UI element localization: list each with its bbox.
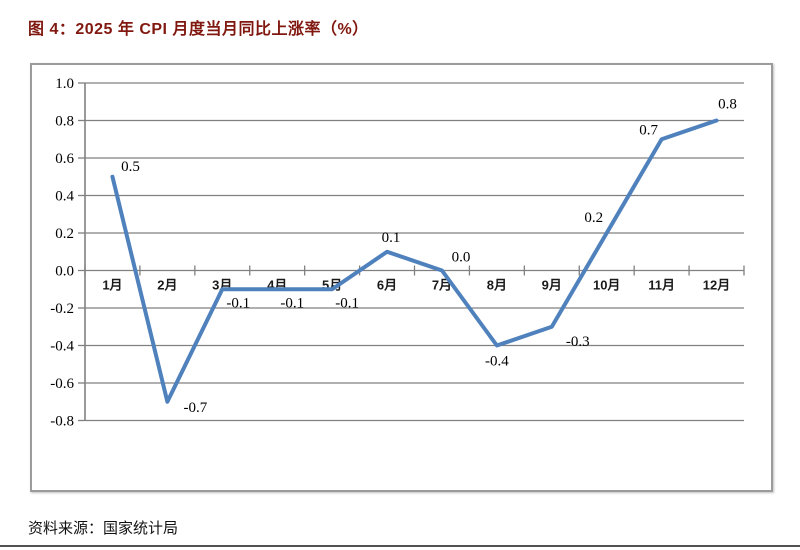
source-note: 资料来源：国家统计局 xyxy=(28,520,179,537)
y-axis-tick-label: -0.6 xyxy=(50,376,74,392)
y-axis-tick-label: 0.2 xyxy=(55,226,74,242)
y-axis-tick-label: -0.8 xyxy=(50,414,74,430)
x-axis-category-label: 1月 xyxy=(102,278,122,293)
cpi-series-line xyxy=(110,118,719,404)
x-axis-category-label: 6月 xyxy=(377,278,397,293)
x-axis-category-label: 9月 xyxy=(542,278,562,293)
cpi-line-chart-frame: 1.0 0.8 0.6 0.4 0.2 0.0 -0.2 -0.4 -0.6 -0.8 1月 2月 3月… xyxy=(30,63,773,492)
data-point-label: -0.1 xyxy=(335,295,359,311)
data-point-label: 0.5 xyxy=(121,159,140,175)
y-axis-tick-label: -0.2 xyxy=(50,301,74,317)
y-axis-tick-label: 1.0 xyxy=(55,76,74,92)
data-point-label: -0.1 xyxy=(280,295,304,311)
data-point-label: -0.1 xyxy=(226,295,250,311)
x-axis-category-label: 2月 xyxy=(157,278,177,293)
data-point-label: -0.3 xyxy=(566,334,590,350)
data-point-label: 0.7 xyxy=(639,122,658,138)
data-point-label: 0.8 xyxy=(718,97,737,113)
y-axis-tick-label: -0.4 xyxy=(50,339,74,355)
data-point-label: -0.7 xyxy=(184,400,208,416)
x-axis-category-label: 7月 xyxy=(432,278,452,293)
data-point-label: 0.1 xyxy=(382,230,401,246)
chart-title: 图 4：2025 年 CPI 月度当月同比上涨率（%） xyxy=(28,21,369,38)
data-point-label: 0.0 xyxy=(452,250,471,266)
data-point-label: 0.2 xyxy=(584,210,603,226)
x-axis-category-label: 11月 xyxy=(648,278,675,293)
page-bottom-divider xyxy=(0,545,800,547)
x-axis-category-label: 12月 xyxy=(703,278,730,293)
chart-canvas: 1.00.80.60.40.20.0-0.2-0.4-0.6-0.81月 2月 3月… xyxy=(50,76,745,430)
x-axis-category-label: 8月 xyxy=(487,278,507,293)
y-axis-tick-label: 0.6 xyxy=(55,151,74,167)
y-axis-tick-label: 0.8 xyxy=(55,114,74,130)
y-axis-tick-label: 0.0 xyxy=(55,264,74,280)
x-axis-category-label: 10月 xyxy=(593,278,620,293)
y-axis-tick-label: 0.4 xyxy=(55,189,74,205)
data-point-label: -0.4 xyxy=(485,354,509,370)
